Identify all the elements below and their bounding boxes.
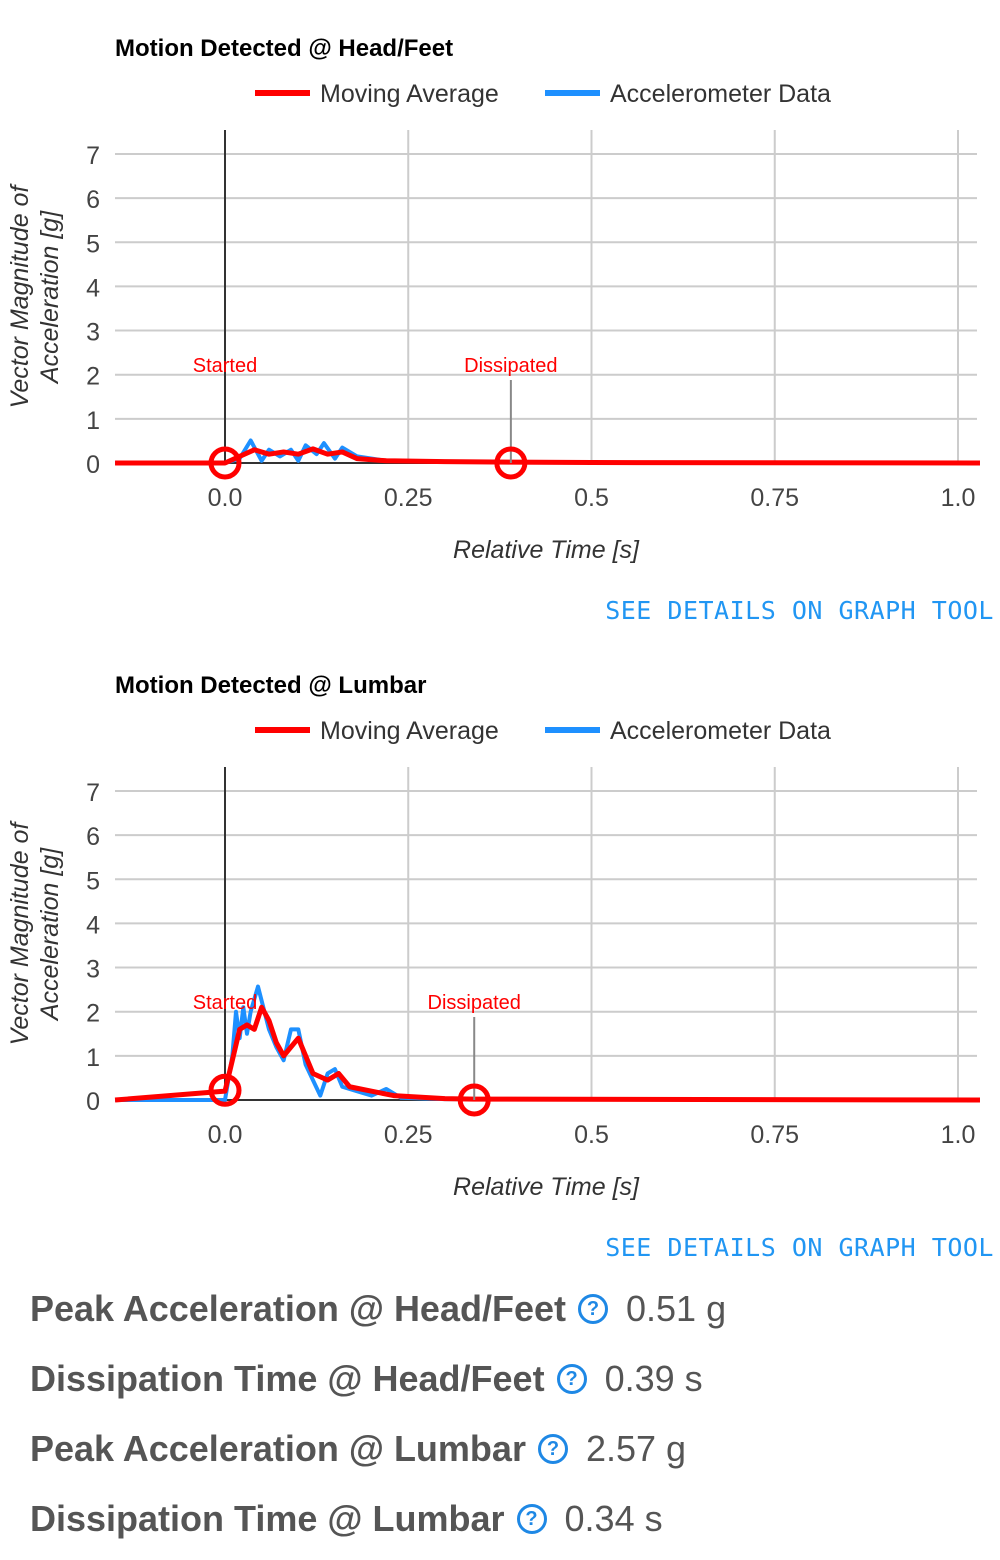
- x-tick-label: 0.25: [384, 1121, 433, 1149]
- stat-label: Dissipation Time @ Lumbar: [30, 1498, 505, 1539]
- x-axis-title: Relative Time [s]: [453, 536, 640, 564]
- y-tick-label: 3: [86, 319, 100, 347]
- y-axis-title: Vector Magnitude ofAcceleration [g]: [6, 820, 64, 1046]
- x-tick-label: 1.0: [941, 484, 976, 512]
- y-tick-label: 2: [86, 1000, 100, 1028]
- y-tick-label: 3: [86, 956, 100, 984]
- x-tick-label: 0.25: [384, 484, 433, 512]
- stat-peak-lumbar: Peak Acceleration @ Lumbar? 2.57 g: [30, 1428, 686, 1470]
- y-tick-label: 6: [86, 186, 100, 214]
- stat-value: 0.39 s: [604, 1358, 703, 1399]
- chart-title: Motion Detected @ Lumbar: [115, 672, 426, 699]
- stat-value: 0.51 g: [626, 1288, 727, 1329]
- see-details-lumbar-link[interactable]: SEE DETAILS ON GRAPH TOOL: [605, 1233, 994, 1262]
- head-feet-chart: Motion Detected @ Head/Feet Moving Averag…: [0, 0, 1000, 600]
- stat-dissipation-lumbar: Dissipation Time @ Lumbar? 0.34 s: [30, 1498, 663, 1540]
- y-tick-label: 7: [86, 142, 100, 170]
- series-line-moving-average: [115, 446, 980, 466]
- x-tick-label: 0.5: [574, 1121, 609, 1149]
- x-tick-label: 0.0: [208, 1121, 243, 1149]
- y-tick-label: 0: [86, 451, 100, 479]
- legend-label: Moving Average: [320, 80, 499, 108]
- stat-value: 2.57 g: [585, 1428, 687, 1469]
- stat-label: Peak Acceleration @ Head/Feet: [30, 1288, 566, 1329]
- stat-dissipation-head-feet: Dissipation Time @ Head/Feet? 0.39 s: [30, 1358, 703, 1400]
- stat-label: Dissipation Time @ Head/Feet: [30, 1358, 545, 1399]
- annotation-label: Started: [193, 355, 257, 377]
- y-tick-label: 5: [86, 230, 100, 258]
- y-tick-label: 0: [86, 1088, 100, 1116]
- x-axis-title: Relative Time [s]: [453, 1173, 640, 1201]
- y-tick-label: 4: [86, 911, 100, 939]
- legend-label: Moving Average: [320, 717, 499, 745]
- annotation-marker: [494, 446, 528, 480]
- help-icon[interactable]: ?: [516, 1504, 547, 1534]
- lumbar-chart: Motion Detected @ Lumbar Moving Average Ac…: [0, 637, 1000, 1237]
- annotation-label: Started: [193, 992, 257, 1014]
- y-axis-title: Vector Magnitude ofAcceleration [g]: [6, 183, 64, 409]
- help-icon[interactable]: ?: [556, 1364, 587, 1394]
- x-tick-label: 0.75: [750, 484, 799, 512]
- y-tick-label: 4: [86, 274, 100, 302]
- annotation-marker: [208, 446, 242, 480]
- y-tick-label: 1: [86, 1044, 100, 1072]
- x-tick-label: 0.5: [574, 484, 609, 512]
- annotation-marker: [208, 1073, 242, 1107]
- annotation-marker: [457, 1083, 491, 1117]
- x-tick-label: 1.0: [941, 1121, 976, 1149]
- see-details-head-feet-link[interactable]: SEE DETAILS ON GRAPH TOOL: [605, 596, 994, 625]
- x-tick-label: 0.0: [208, 484, 243, 512]
- help-icon[interactable]: ?: [537, 1434, 568, 1464]
- series-line-moving-average: [114, 1004, 980, 1103]
- stat-label: Peak Acceleration @ Lumbar: [30, 1428, 526, 1469]
- stat-peak-head-feet: Peak Acceleration @ Head/Feet? 0.51 g: [30, 1288, 726, 1330]
- stat-value: 0.34 s: [564, 1498, 663, 1539]
- y-tick-label: 2: [86, 363, 100, 391]
- y-tick-label: 6: [86, 823, 100, 851]
- head-feet-chart-svg: Motion Detected @ Head/Feet Moving Averag…: [6, 35, 980, 564]
- legend-label: Accelerometer Data: [610, 80, 831, 108]
- legend-label: Accelerometer Data: [610, 717, 831, 745]
- help-icon[interactable]: ?: [578, 1294, 608, 1324]
- annotation-label: Dissipated: [464, 355, 557, 377]
- y-tick-label: 5: [86, 867, 100, 895]
- lumbar-chart-svg: Motion Detected @ Lumbar Moving Average Ac…: [6, 672, 980, 1201]
- y-tick-label: 7: [86, 779, 100, 807]
- chart-title: Motion Detected @ Head/Feet: [115, 35, 453, 62]
- y-tick-label: 1: [86, 407, 100, 435]
- annotation-label: Dissipated: [428, 992, 521, 1014]
- x-tick-label: 0.75: [750, 1121, 799, 1149]
